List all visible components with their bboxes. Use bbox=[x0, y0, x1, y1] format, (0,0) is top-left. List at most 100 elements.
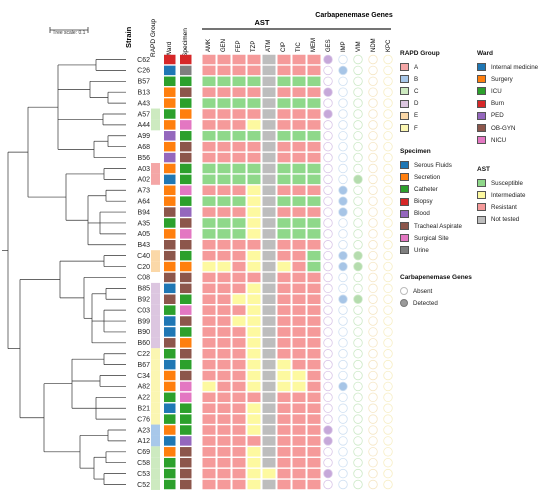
gene-absent-circle bbox=[323, 196, 333, 206]
legend-item: B bbox=[400, 74, 418, 84]
rapd-group-bands bbox=[151, 108, 160, 490]
ast-cell bbox=[277, 207, 291, 217]
gene-absent-circle bbox=[383, 447, 393, 457]
ast-cell bbox=[277, 479, 291, 490]
specimen-cell bbox=[180, 98, 192, 108]
ast-cell bbox=[202, 468, 216, 479]
ast-cell bbox=[232, 392, 246, 403]
gene-column-label: GES bbox=[326, 39, 332, 52]
ast-cell bbox=[202, 447, 216, 457]
ast-cell bbox=[292, 414, 306, 424]
ast-cell bbox=[232, 250, 246, 261]
ast-cell bbox=[217, 468, 231, 479]
ast-cell bbox=[307, 447, 321, 457]
strain-label: A12 bbox=[138, 438, 151, 445]
gene-detected-circle bbox=[353, 174, 363, 185]
ast-legend: AST Susceptible Intermediate Resistant Not … bbox=[477, 166, 525, 224]
legend-swatch bbox=[400, 209, 409, 218]
ast-cell bbox=[307, 370, 321, 381]
rapd-cell bbox=[151, 261, 160, 272]
gene-absent-circle bbox=[353, 338, 363, 348]
ast-cell bbox=[202, 381, 216, 392]
ast-cell bbox=[232, 240, 246, 250]
ast-cell bbox=[247, 370, 261, 381]
rapd-cell bbox=[151, 413, 160, 425]
gene-absent-circle bbox=[383, 65, 393, 76]
ast-cell bbox=[232, 414, 246, 424]
legend-swatch bbox=[400, 87, 409, 96]
gene-absent-circle bbox=[353, 272, 363, 283]
gene-absent-circle bbox=[323, 229, 333, 239]
ast-cell bbox=[262, 381, 276, 392]
ast-cell bbox=[247, 207, 261, 217]
ast-cell bbox=[202, 218, 216, 228]
ast-cell bbox=[217, 141, 231, 152]
gene-absent-circle bbox=[353, 316, 363, 326]
ast-cell bbox=[217, 174, 231, 185]
gene-detected-circle bbox=[338, 250, 348, 261]
specimen-cell bbox=[180, 196, 192, 206]
ast-cell bbox=[232, 261, 246, 272]
legend-swatch bbox=[400, 111, 409, 120]
ast-cell bbox=[277, 141, 291, 152]
specimen-cell bbox=[180, 370, 192, 381]
ast-cell bbox=[262, 283, 276, 294]
ast-cell bbox=[232, 403, 246, 413]
gene-absent-circle bbox=[338, 447, 348, 457]
ward-cell bbox=[164, 305, 176, 315]
strain-label: A57 bbox=[138, 111, 151, 118]
rapd-cell bbox=[151, 479, 160, 490]
legend-swatch bbox=[477, 215, 486, 224]
ward-cell bbox=[164, 447, 176, 457]
rapd-cell bbox=[151, 359, 160, 371]
ast-cell bbox=[292, 109, 306, 119]
phylogenetic-tree bbox=[2, 59, 126, 485]
gene-absent-circle bbox=[383, 327, 393, 337]
strain-label: C26 bbox=[137, 68, 150, 75]
ast-cell bbox=[307, 65, 321, 76]
legend-item: Tracheal Aspirate bbox=[400, 221, 462, 231]
specimen-cell bbox=[180, 359, 192, 370]
ward-cell bbox=[164, 185, 176, 196]
ast-cell bbox=[277, 65, 291, 76]
ast-cell bbox=[217, 109, 231, 119]
ward-cell bbox=[164, 403, 176, 413]
ast-cell bbox=[217, 98, 231, 108]
ast-cell bbox=[202, 272, 216, 283]
heatmap-cells bbox=[164, 54, 321, 490]
gene-absent-circle bbox=[323, 240, 333, 250]
ast-cell bbox=[202, 283, 216, 294]
ast-cell bbox=[217, 479, 231, 490]
gene-absent-circle bbox=[353, 359, 363, 370]
ast-cell bbox=[262, 163, 276, 174]
ast-cell bbox=[217, 185, 231, 196]
gene-detected-circle bbox=[338, 196, 348, 206]
ward-cell bbox=[164, 468, 176, 479]
strain-label: C69 bbox=[137, 449, 150, 456]
strain-label: A68 bbox=[138, 144, 151, 151]
ast-cell bbox=[232, 381, 246, 392]
ast-cell bbox=[262, 457, 276, 468]
ast-cell bbox=[277, 316, 291, 326]
gene-absent-circle bbox=[338, 403, 348, 413]
legend-item: Intermediate bbox=[477, 190, 525, 200]
legend-label: Catheter bbox=[414, 185, 438, 193]
gene-absent-circle bbox=[353, 141, 363, 152]
specimen-cell bbox=[180, 54, 192, 65]
ast-cell bbox=[217, 316, 231, 326]
ast-cell bbox=[202, 131, 216, 141]
ast-cell bbox=[232, 348, 246, 359]
gene-absent-circle bbox=[338, 98, 348, 108]
specimen-cell bbox=[180, 65, 192, 76]
gene-detected-circle bbox=[353, 294, 363, 304]
gene-absent-circle bbox=[383, 283, 393, 294]
ast-cell bbox=[247, 163, 261, 174]
gene-absent-circle bbox=[323, 152, 333, 163]
legend-item: D bbox=[400, 99, 418, 109]
gene-absent-circle bbox=[383, 76, 393, 86]
ast-cell bbox=[292, 229, 306, 239]
ast-cell bbox=[202, 54, 216, 65]
ast-cell bbox=[217, 207, 231, 217]
gene-absent-circle bbox=[368, 370, 378, 381]
ast-cell bbox=[307, 457, 321, 468]
